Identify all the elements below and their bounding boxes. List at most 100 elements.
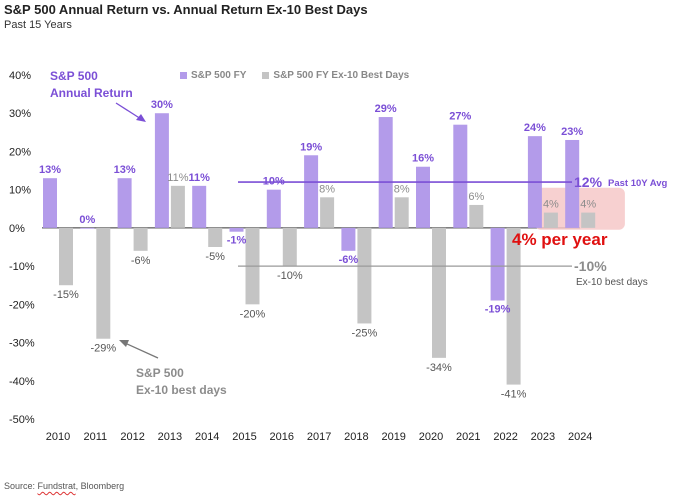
bar-ex10-2020 — [432, 227, 446, 358]
data-label-fy: 27% — [449, 111, 471, 123]
bar-ex10-2016 — [282, 227, 297, 267]
bar-ex10-2019 — [394, 197, 409, 228]
y-tick-label: -50% — [9, 414, 35, 426]
ex10-avg-value-label: -10% — [574, 258, 607, 274]
x-tick-label: 2023 — [531, 431, 555, 443]
x-tick-label: 2022 — [493, 431, 517, 443]
ex10-annotation-arrowhead — [119, 340, 129, 347]
y-tick-label: 40% — [9, 70, 31, 82]
y-tick-label: -10% — [9, 261, 35, 273]
y-tick-label: 30% — [9, 108, 31, 120]
data-label-ex10: -5% — [205, 251, 225, 263]
chart-title: S&P 500 Annual Return vs. Annual Return … — [4, 2, 368, 17]
ex10-annotation-arrow — [124, 342, 159, 359]
data-label-ex10: -15% — [53, 289, 79, 301]
bar-ex10-2014 — [208, 227, 223, 247]
fy-annotation-arrowhead — [136, 114, 146, 122]
ex10-annotation-line2: Ex-10 best days — [136, 383, 227, 397]
data-label-ex10: 6% — [468, 191, 484, 203]
bar-fy-2022 — [490, 227, 505, 301]
bar-ex10-2024 — [581, 212, 596, 228]
data-label-ex10: -25% — [352, 327, 378, 339]
legend-label-ex10: S&P 500 FY Ex-10 Best Days — [273, 70, 410, 81]
data-label-fy: 10% — [263, 176, 285, 188]
data-label-ex10: 4% — [543, 199, 559, 211]
x-tick-label: 2024 — [568, 431, 592, 443]
x-tick-label: 2019 — [381, 431, 405, 443]
bar-ex10-2018 — [357, 227, 372, 324]
y-tick-label: 0% — [9, 223, 25, 235]
data-label-fy: 23% — [561, 126, 583, 138]
bar-ex10-2023 — [543, 212, 558, 228]
x-tick-label: 2021 — [456, 431, 480, 443]
data-label-ex10: -34% — [426, 362, 452, 374]
bar-ex10-2011 — [96, 227, 111, 339]
legend-item-ex10: S&P 500 FY Ex-10 Best Days — [262, 70, 409, 81]
data-label-ex10: 8% — [319, 183, 335, 195]
avg-text-label: Past 10Y Avg — [608, 178, 668, 189]
x-tick-label: 2014 — [195, 431, 219, 443]
source-prefix: Source: — [4, 481, 38, 491]
data-label-ex10: -6% — [131, 255, 151, 267]
x-tick-label: 2013 — [158, 431, 182, 443]
bar-fy-2015 — [229, 227, 244, 232]
data-label-fy: 16% — [412, 153, 434, 165]
bar-fy-2014 — [192, 185, 207, 228]
source-brand: Fundstrat — [37, 481, 76, 491]
data-label-fy: -6% — [339, 254, 359, 266]
bar-ex10-2022 — [506, 227, 521, 385]
data-label-fy: 11% — [188, 172, 210, 184]
x-tick-label: 2016 — [270, 431, 294, 443]
legend-swatch-fy — [180, 72, 187, 79]
ex10-avg-text-label: Ex-10 best days — [576, 277, 648, 288]
data-label-ex10: 4% — [580, 199, 596, 211]
x-tick-label: 2018 — [344, 431, 368, 443]
y-tick-label: -40% — [9, 376, 35, 388]
y-tick-label: -30% — [9, 338, 35, 350]
data-label-fy: 0% — [79, 214, 95, 226]
bar-fy-2024 — [565, 139, 580, 228]
bar-ex10-2021 — [469, 204, 484, 228]
x-tick-label: 2012 — [120, 431, 144, 443]
bar-fy-2017 — [304, 155, 319, 228]
data-label-fy: 19% — [300, 141, 322, 153]
bar-ex10-2017 — [320, 197, 335, 228]
data-label-fy: 13% — [114, 164, 136, 176]
legend-item-fy: S&P 500 FY — [180, 70, 246, 81]
data-label-fy: 24% — [524, 122, 546, 134]
bar-fy-2021 — [453, 124, 468, 228]
source-suffix: , Bloomberg — [75, 481, 125, 491]
bar-ex10-2012 — [133, 227, 148, 251]
data-label-fy: 30% — [151, 99, 173, 111]
x-tick-label: 2015 — [232, 431, 256, 443]
bar-fy-2016 — [266, 189, 281, 228]
bar-fy-2018 — [341, 227, 356, 251]
ex10-annotation-line1: S&P 500 — [136, 366, 184, 380]
x-tick-label: 2010 — [46, 431, 70, 443]
data-label-fy: -1% — [227, 235, 247, 247]
data-label-fy: 13% — [39, 164, 61, 176]
bar-fy-2011 — [80, 227, 95, 229]
data-label-fy: -19% — [485, 304, 511, 316]
bar-ex10-2013 — [170, 185, 185, 228]
data-label-ex10: -41% — [501, 389, 527, 401]
x-tick-label: 2011 — [83, 431, 107, 443]
fy-annotation-arrow — [115, 102, 142, 120]
legend-label-fy: S&P 500 FY — [191, 70, 247, 81]
y-tick-label: 20% — [9, 146, 31, 158]
y-tick-label: -20% — [9, 299, 35, 311]
bar-fy-2013 — [154, 113, 169, 228]
data-label-ex10: -29% — [90, 343, 116, 355]
highlight-text: 4% per year — [512, 230, 608, 249]
data-label-ex10: -20% — [240, 308, 266, 320]
fy-annotation-line2: Annual Return — [50, 86, 133, 100]
bar-ex10-2010 — [59, 227, 73, 286]
data-label-ex10: 8% — [394, 183, 410, 195]
x-tick-label: 2020 — [419, 431, 443, 443]
y-tick-label: 10% — [9, 185, 31, 197]
legend-swatch-ex10 — [262, 72, 270, 79]
source-note: Source: Fundstrat, Bloomberg — [4, 481, 124, 491]
avg-value-label: 12% — [574, 174, 603, 190]
chart-subtitle: Past 15 Years — [4, 19, 72, 31]
